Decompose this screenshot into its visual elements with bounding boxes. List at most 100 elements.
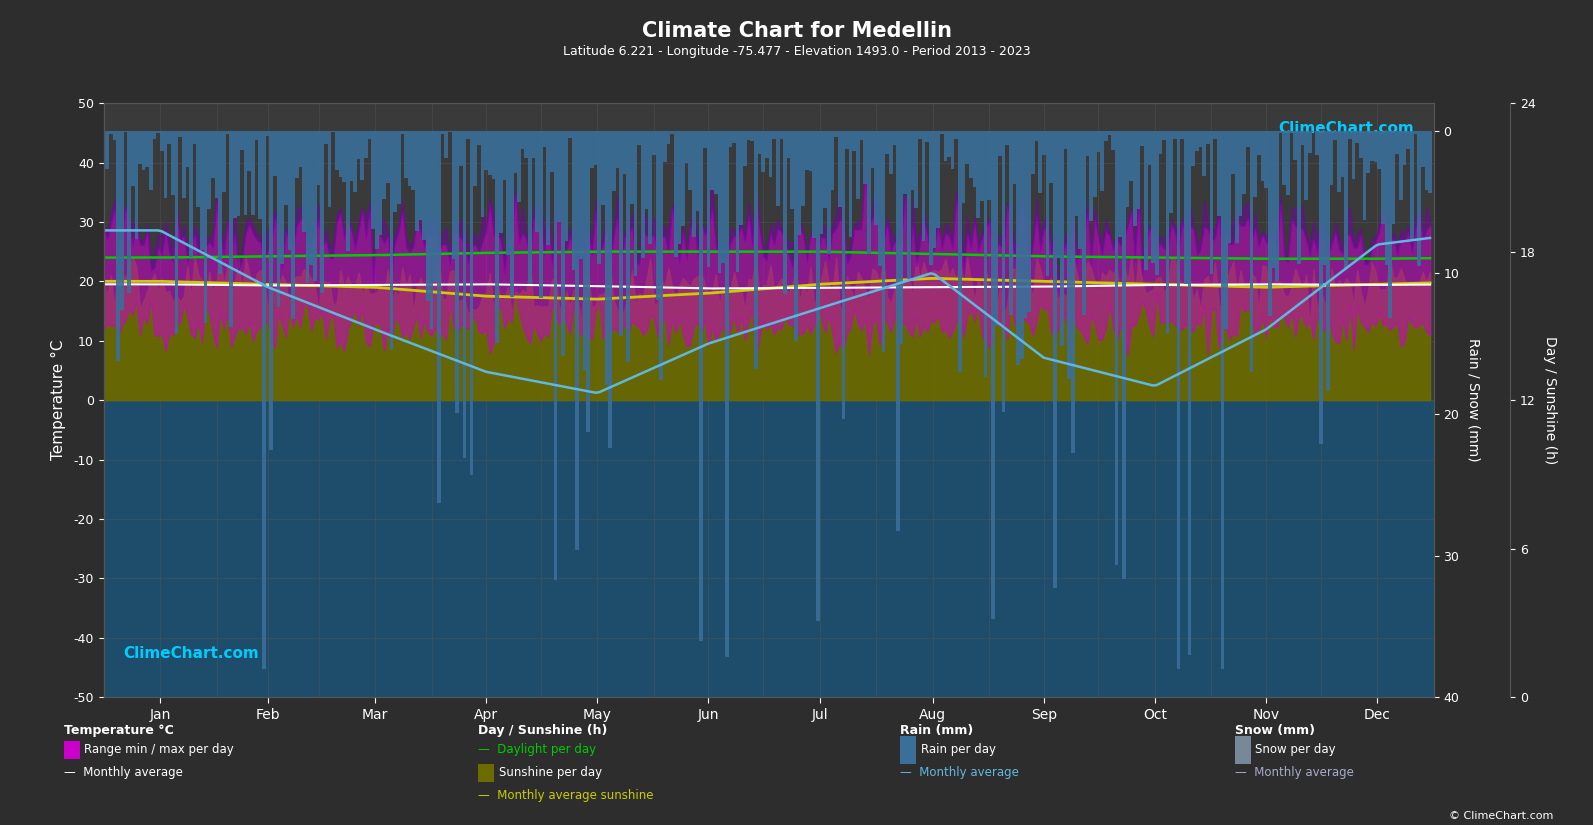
Bar (263, 131, 266, 669)
Bar (707, 131, 710, 266)
Bar (615, 131, 620, 168)
Bar (1070, 131, 1075, 453)
Bar (236, 131, 241, 216)
Bar (951, 131, 954, 169)
Bar (1075, 131, 1078, 215)
Bar (481, 131, 484, 217)
Bar (656, 131, 660, 299)
Bar (1271, 131, 1274, 268)
Text: Snow (mm): Snow (mm) (1235, 724, 1314, 738)
Text: Climate Chart for Medellin: Climate Chart for Medellin (642, 21, 951, 40)
Bar (1348, 131, 1352, 139)
Bar (827, 131, 830, 254)
Bar (335, 131, 339, 170)
Bar (397, 131, 400, 204)
Bar (969, 131, 973, 177)
Bar (221, 131, 226, 191)
Bar (272, 131, 277, 176)
Bar (1407, 131, 1410, 148)
Bar (476, 131, 481, 145)
Bar (473, 131, 476, 186)
Bar (1231, 131, 1235, 173)
Bar (1279, 131, 1282, 133)
Bar (733, 131, 736, 144)
Bar (127, 131, 131, 293)
Bar (1268, 131, 1271, 316)
Bar (382, 131, 386, 199)
Bar (983, 131, 988, 377)
Bar (663, 131, 666, 162)
Bar (360, 131, 365, 180)
Bar (1203, 131, 1206, 176)
Bar (620, 131, 623, 336)
Bar (393, 131, 397, 212)
Bar (532, 131, 535, 158)
Bar (215, 131, 218, 198)
Bar (863, 131, 867, 184)
Bar (820, 131, 824, 234)
Bar (1192, 131, 1195, 166)
Bar (1195, 131, 1198, 151)
Bar (645, 131, 648, 209)
Bar (357, 131, 360, 159)
Bar (688, 131, 691, 190)
Bar (328, 131, 331, 207)
Bar (425, 131, 430, 301)
Bar (1016, 131, 1020, 365)
Bar (816, 131, 820, 621)
Bar (626, 131, 631, 361)
Bar (852, 131, 855, 152)
Bar (379, 131, 382, 235)
Bar (1373, 131, 1378, 163)
Bar (717, 131, 722, 273)
Bar (932, 131, 937, 248)
Bar (470, 131, 473, 475)
Bar (1378, 131, 1381, 169)
Bar (1319, 131, 1322, 444)
Bar (1024, 131, 1027, 318)
Bar (210, 131, 215, 178)
Bar (1337, 131, 1341, 192)
Bar (812, 131, 816, 238)
Bar (1053, 131, 1056, 588)
Bar (900, 131, 903, 344)
Bar (892, 131, 897, 145)
Bar (940, 131, 943, 134)
Bar (779, 131, 784, 139)
Bar (419, 131, 422, 219)
Bar (131, 131, 134, 186)
Bar (1129, 131, 1133, 182)
Bar (962, 131, 965, 203)
Bar (564, 131, 569, 241)
Bar (736, 131, 739, 272)
Bar (699, 131, 703, 641)
Text: Rain (mm): Rain (mm) (900, 724, 973, 738)
Bar (1090, 131, 1093, 221)
Bar (550, 131, 554, 172)
Text: Temperature °C: Temperature °C (64, 724, 174, 738)
Bar (1217, 131, 1220, 216)
Bar (145, 131, 150, 167)
Bar (804, 131, 809, 169)
Bar (462, 131, 467, 458)
Bar (623, 131, 626, 174)
Bar (411, 131, 416, 190)
Bar (244, 131, 247, 214)
Bar (190, 131, 193, 257)
Bar (1220, 131, 1223, 669)
Bar (750, 131, 753, 141)
Bar (640, 131, 645, 258)
Bar (175, 131, 178, 334)
Bar (631, 131, 634, 205)
Bar (226, 131, 229, 134)
Bar (113, 131, 116, 140)
Bar (660, 131, 663, 380)
Bar (1311, 131, 1316, 133)
Bar (159, 131, 164, 151)
Bar (875, 131, 878, 225)
Bar (346, 131, 349, 251)
Bar (846, 131, 849, 148)
Bar (422, 131, 425, 240)
Bar (1316, 131, 1319, 155)
Bar (309, 131, 314, 265)
